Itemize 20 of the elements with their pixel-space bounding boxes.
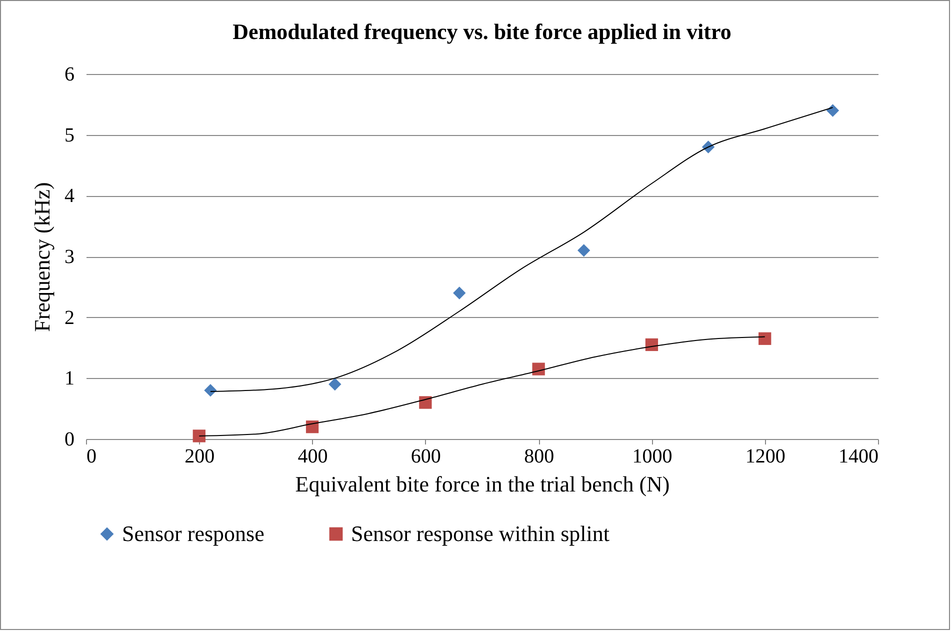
y-tick-label: 0 xyxy=(64,428,74,450)
legend-label: Sensor response xyxy=(122,521,264,546)
y-tick-label: 3 xyxy=(64,246,74,268)
x-tick-label: 1000 xyxy=(632,446,672,468)
y-tick-label: 1 xyxy=(64,368,74,390)
x-tick-label: 400 xyxy=(298,446,328,468)
y-tick-label: 4 xyxy=(64,185,74,208)
chart-title: Demodulated frequency vs. bite force applied in vitro xyxy=(232,19,732,44)
y-tick-label: 6 xyxy=(64,64,74,86)
y-tick-label: 5 xyxy=(64,124,74,146)
x-tick-label: 600 xyxy=(410,446,441,468)
x-tick-label: 1200 xyxy=(745,446,786,468)
x-tick-label: 1400 xyxy=(838,446,878,468)
x-axis-title: Equivalent bite force in the trial bench (N) xyxy=(295,472,670,496)
x-tick-label: 800 xyxy=(524,446,554,468)
y-tick-label: 2 xyxy=(64,306,74,329)
x-tick-label: 0 xyxy=(86,446,96,468)
x-tick-label: 200 xyxy=(184,446,215,468)
legend-label: Sensor response within splint xyxy=(351,521,610,546)
y-axis-title: Frequency (kHz) xyxy=(30,182,54,332)
